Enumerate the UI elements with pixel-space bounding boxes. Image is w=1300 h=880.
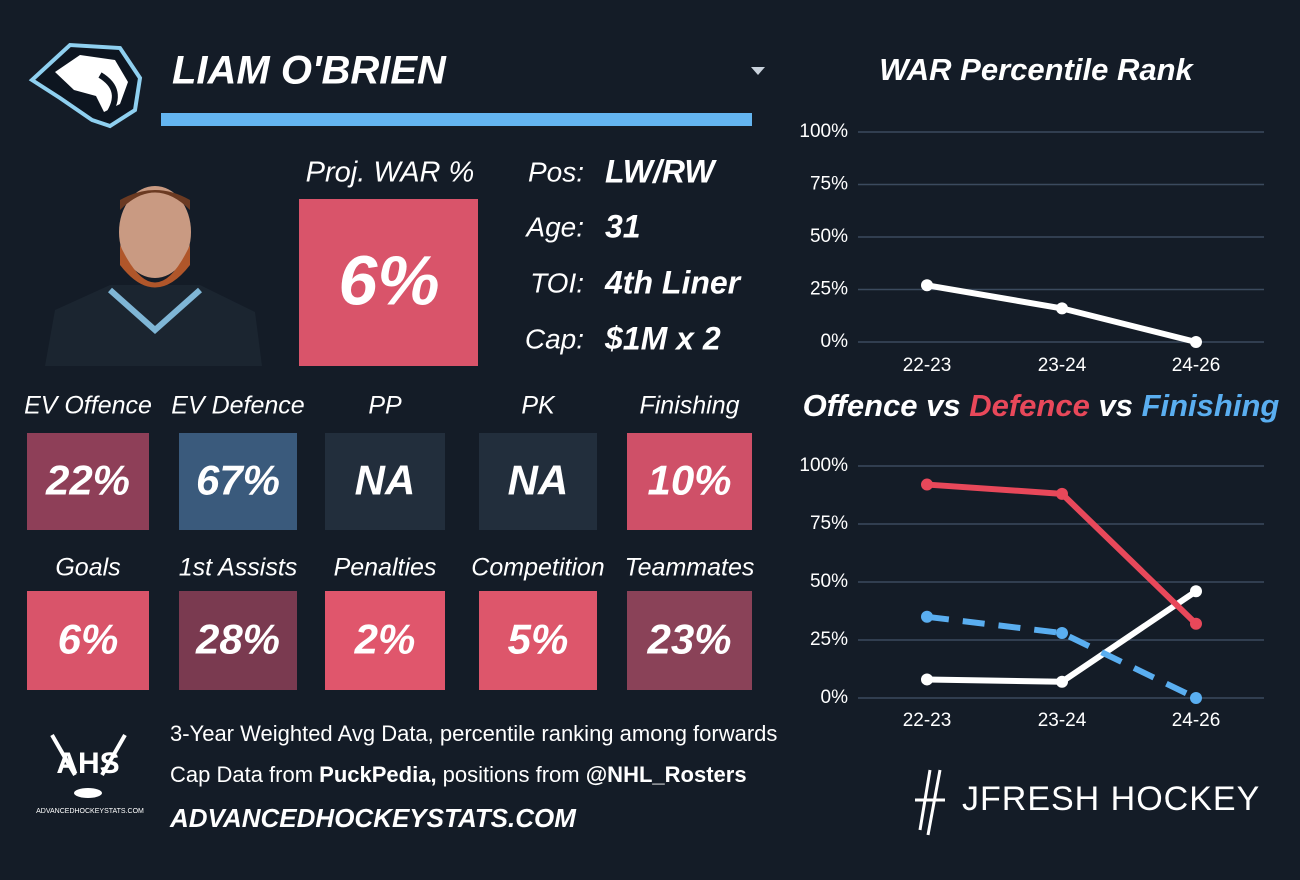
series-point — [921, 673, 933, 686]
tile-box — [479, 433, 597, 530]
tile-box — [179, 433, 297, 530]
series-point — [1056, 627, 1068, 640]
tile-box — [479, 591, 597, 690]
tile-value: NA — [508, 457, 569, 504]
tile-value: 10% — [647, 457, 731, 504]
tile-value: 2% — [354, 616, 416, 663]
footer-part: PuckPedia, — [319, 762, 436, 787]
info-label: TOI: — [530, 267, 584, 298]
brand-name: JFRESH HOCKEY — [962, 780, 1260, 818]
y-tick-label: 25% — [810, 279, 848, 300]
tile-box — [627, 433, 752, 530]
y-tick-label: 75% — [810, 174, 848, 195]
info-label: Cap: — [525, 323, 584, 354]
dropdown-arrow[interactable] — [751, 67, 765, 75]
info-value: 31 — [605, 208, 641, 244]
brand-logo — [915, 769, 945, 836]
footer-line1: 3-Year Weighted Avg Data, percentile ran… — [170, 721, 777, 746]
title-series-name: Defence — [969, 388, 1090, 423]
x-tick-label: 24-26 — [1172, 355, 1221, 376]
series-point — [921, 610, 933, 623]
proj-box — [299, 199, 478, 366]
tile-box — [325, 591, 445, 690]
y-tick-label: 75% — [810, 513, 848, 534]
tile-label: 1st Assists — [179, 554, 298, 582]
team-logo — [28, 42, 143, 129]
tile-box — [325, 433, 445, 530]
tile-label: Competition — [471, 554, 604, 582]
footer-site: ADVANCEDHOCKEYSTATS.COM — [169, 803, 577, 833]
y-tick-label: 50% — [810, 226, 848, 247]
tile-value: 67% — [196, 457, 280, 504]
title-series-name: Offence — [803, 388, 918, 423]
series-point — [1056, 675, 1068, 688]
ahs-logo-text: AHS — [56, 747, 119, 780]
tile-label: Penalties — [334, 554, 437, 582]
headshot — [45, 186, 262, 366]
series-point — [1190, 336, 1202, 348]
x-tick-label: 23-24 — [1038, 355, 1087, 376]
info-label: Pos: — [528, 156, 584, 187]
footer-part: @NHL_Rosters — [586, 762, 747, 787]
x-tick-label: 24-26 — [1172, 710, 1221, 731]
info-value: 4th Liner — [604, 264, 742, 300]
tile-value: 5% — [508, 616, 569, 663]
footer-part: Cap Data from — [170, 762, 319, 787]
info-value: LW/RW — [605, 153, 717, 189]
tile-label: PK — [521, 392, 556, 420]
y-tick-label: 25% — [810, 629, 848, 650]
y-tick-label: 50% — [810, 571, 848, 592]
footer-line2: Cap Data from PuckPedia, positions from … — [170, 762, 747, 787]
chart-title: WAR Percentile Rank — [879, 52, 1194, 87]
info-value: $1M x 2 — [604, 320, 721, 356]
tile-label: EV Defence — [171, 392, 304, 420]
tile-box — [27, 433, 149, 530]
player-name: LIAM O'BRIEN — [172, 49, 447, 93]
chart-title: Offence vs Defence vs Finishing — [803, 388, 1280, 423]
tile-value: 22% — [45, 457, 130, 504]
tile-value: 23% — [646, 616, 731, 663]
series-point — [921, 279, 933, 292]
title-joiner: vs — [1090, 388, 1142, 423]
series-line — [926, 613, 1198, 701]
ahs-logo: AHS ADVANCEDHOCKEYSTATS.COM — [36, 734, 144, 815]
x-tick-label: 22-23 — [903, 710, 952, 731]
footer-part: positions from — [437, 762, 586, 787]
tile-label: Goals — [55, 554, 120, 582]
tile-value: 28% — [195, 616, 280, 663]
title-joiner: vs — [918, 388, 970, 423]
series-point — [921, 478, 933, 491]
tile-value: NA — [355, 457, 416, 504]
series-point — [1190, 617, 1202, 630]
proj-value: 6% — [338, 241, 439, 319]
ahs-logo-site: ADVANCEDHOCKEYSTATS.COM — [36, 808, 144, 815]
tile-value: 6% — [58, 616, 119, 663]
y-tick-label: 100% — [799, 455, 848, 476]
series-point — [1190, 585, 1202, 598]
title-series-name: Finishing — [1142, 388, 1280, 423]
series-point — [1056, 302, 1068, 315]
series-point — [1190, 692, 1202, 704]
x-tick-label: 22-23 — [903, 355, 952, 376]
info-label: Age: — [524, 211, 584, 242]
tile-box — [627, 591, 752, 690]
tile-box — [27, 591, 149, 690]
x-tick-label: 23-24 — [1038, 710, 1087, 731]
y-tick-label: 0% — [821, 331, 849, 352]
tile-label: PP — [368, 392, 402, 420]
y-tick-label: 100% — [799, 121, 848, 142]
tile-box — [179, 591, 297, 690]
y-tick-label: 0% — [821, 687, 849, 708]
name-underline — [161, 113, 752, 126]
tile-label: EV Offence — [24, 392, 152, 420]
proj-label: Proj. WAR % — [306, 157, 475, 189]
tile-label: Finishing — [639, 392, 739, 420]
series-point — [1056, 487, 1068, 500]
tile-label: Teammates — [625, 554, 755, 582]
